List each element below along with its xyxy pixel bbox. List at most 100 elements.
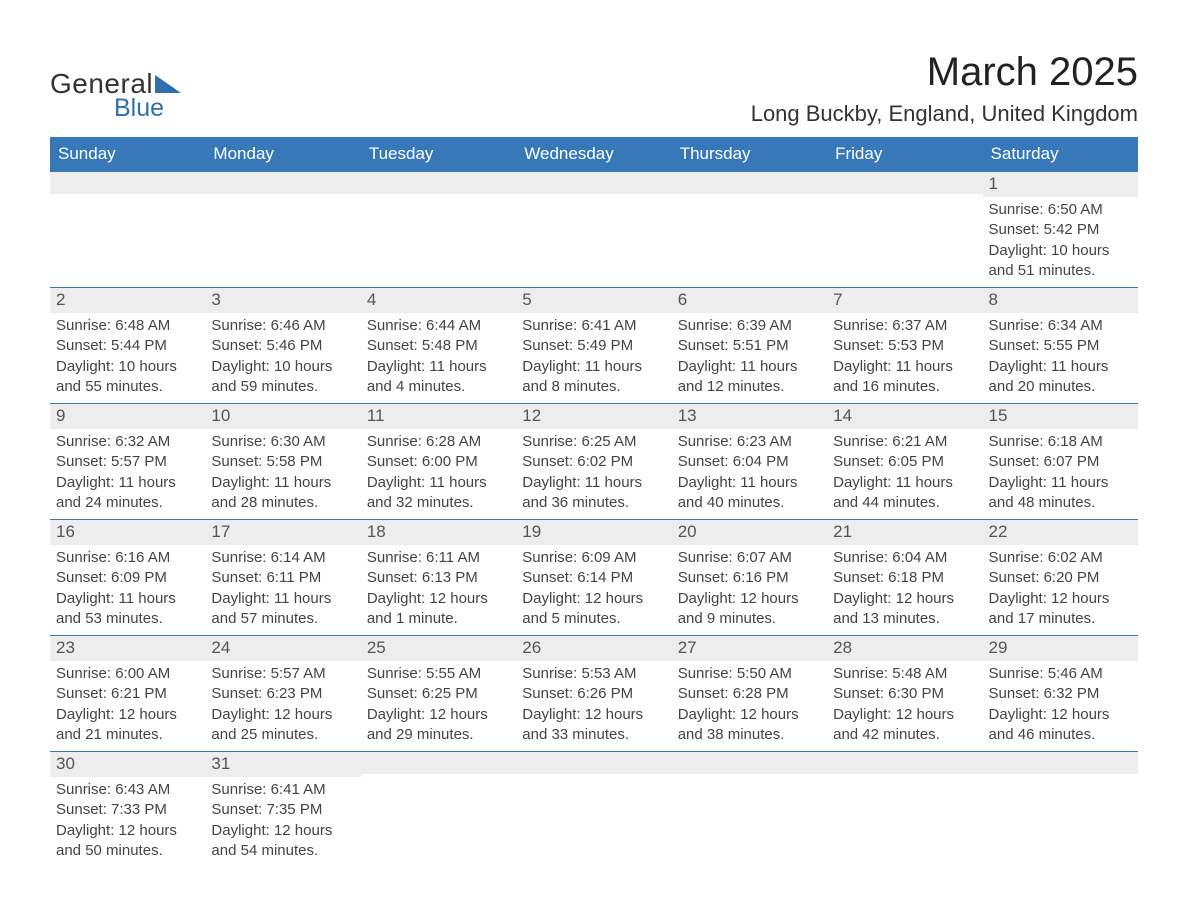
day-line: Daylight: 11 hours bbox=[989, 357, 1132, 377]
day-line: Sunset: 6:02 PM bbox=[522, 452, 665, 472]
calendar-cell: 7Sunrise: 6:37 AMSunset: 5:53 PMDaylight… bbox=[827, 288, 982, 404]
calendar-cell: 12Sunrise: 6:25 AMSunset: 6:02 PMDayligh… bbox=[516, 404, 671, 520]
day-number: 16 bbox=[50, 520, 205, 545]
weekday-header: Sunday bbox=[50, 137, 205, 172]
location-subtitle: Long Buckby, England, United Kingdom bbox=[751, 101, 1138, 127]
day-line: Sunrise: 6:07 AM bbox=[678, 548, 821, 568]
day-line: Daylight: 12 hours bbox=[833, 589, 976, 609]
day-line: Sunset: 6:09 PM bbox=[56, 568, 199, 588]
day-line: and 20 minutes. bbox=[989, 377, 1132, 397]
day-body: Sunrise: 6:00 AMSunset: 6:21 PMDaylight:… bbox=[50, 661, 205, 751]
weekday-header: Thursday bbox=[672, 137, 827, 172]
day-line: Sunrise: 6:44 AM bbox=[367, 316, 510, 336]
day-body bbox=[516, 194, 671, 266]
day-line: and 33 minutes. bbox=[522, 725, 665, 745]
day-line: Daylight: 12 hours bbox=[211, 821, 354, 841]
day-body bbox=[361, 194, 516, 266]
calendar-cell-empty bbox=[516, 172, 671, 288]
day-number: 10 bbox=[205, 404, 360, 429]
day-line: Sunset: 6:07 PM bbox=[989, 452, 1132, 472]
day-line: Sunrise: 6:50 AM bbox=[989, 200, 1132, 220]
day-number bbox=[50, 172, 205, 194]
day-number: 6 bbox=[672, 288, 827, 313]
calendar-body: 1Sunrise: 6:50 AMSunset: 5:42 PMDaylight… bbox=[50, 172, 1138, 868]
day-line: and 42 minutes. bbox=[833, 725, 976, 745]
day-line: and 17 minutes. bbox=[989, 609, 1132, 629]
day-number: 15 bbox=[983, 404, 1138, 429]
day-body: Sunrise: 6:50 AMSunset: 5:42 PMDaylight:… bbox=[983, 197, 1138, 287]
day-number bbox=[672, 172, 827, 194]
calendar-cell: 18Sunrise: 6:11 AMSunset: 6:13 PMDayligh… bbox=[361, 520, 516, 636]
calendar-cell: 13Sunrise: 6:23 AMSunset: 6:04 PMDayligh… bbox=[672, 404, 827, 520]
calendar-cell: 1Sunrise: 6:50 AMSunset: 5:42 PMDaylight… bbox=[983, 172, 1138, 288]
day-line: Sunset: 5:46 PM bbox=[211, 336, 354, 356]
day-body bbox=[827, 774, 982, 846]
day-line: Sunrise: 6:11 AM bbox=[367, 548, 510, 568]
day-number bbox=[827, 752, 982, 774]
day-line: Sunset: 6:11 PM bbox=[211, 568, 354, 588]
day-line: Daylight: 11 hours bbox=[833, 357, 976, 377]
calendar-row: 30Sunrise: 6:43 AMSunset: 7:33 PMDayligh… bbox=[50, 752, 1138, 868]
day-number bbox=[516, 172, 671, 194]
calendar-cell: 24Sunrise: 5:57 AMSunset: 6:23 PMDayligh… bbox=[205, 636, 360, 752]
day-line: Daylight: 11 hours bbox=[833, 473, 976, 493]
day-line: and 32 minutes. bbox=[367, 493, 510, 513]
day-body: Sunrise: 6:28 AMSunset: 6:00 PMDaylight:… bbox=[361, 429, 516, 519]
day-line: Daylight: 12 hours bbox=[678, 589, 821, 609]
calendar-cell: 22Sunrise: 6:02 AMSunset: 6:20 PMDayligh… bbox=[983, 520, 1138, 636]
calendar-cell: 25Sunrise: 5:55 AMSunset: 6:25 PMDayligh… bbox=[361, 636, 516, 752]
calendar-cell: 30Sunrise: 6:43 AMSunset: 7:33 PMDayligh… bbox=[50, 752, 205, 868]
day-line: Sunset: 6:14 PM bbox=[522, 568, 665, 588]
calendar-cell: 31Sunrise: 6:41 AMSunset: 7:35 PMDayligh… bbox=[205, 752, 360, 868]
day-body: Sunrise: 6:18 AMSunset: 6:07 PMDaylight:… bbox=[983, 429, 1138, 519]
day-body bbox=[827, 194, 982, 266]
brand-line2: Blue bbox=[114, 94, 164, 123]
day-body: Sunrise: 5:57 AMSunset: 6:23 PMDaylight:… bbox=[205, 661, 360, 751]
day-line: Daylight: 11 hours bbox=[211, 473, 354, 493]
day-line: Sunrise: 6:02 AM bbox=[989, 548, 1132, 568]
day-line: Sunrise: 5:53 AM bbox=[522, 664, 665, 684]
day-line: Daylight: 10 hours bbox=[56, 357, 199, 377]
day-number: 25 bbox=[361, 636, 516, 661]
day-number: 26 bbox=[516, 636, 671, 661]
day-line: and 54 minutes. bbox=[211, 841, 354, 861]
day-line: Sunrise: 6:21 AM bbox=[833, 432, 976, 452]
day-body: Sunrise: 6:44 AMSunset: 5:48 PMDaylight:… bbox=[361, 313, 516, 403]
day-line: Sunset: 6:32 PM bbox=[989, 684, 1132, 704]
day-line: and 29 minutes. bbox=[367, 725, 510, 745]
day-body: Sunrise: 6:30 AMSunset: 5:58 PMDaylight:… bbox=[205, 429, 360, 519]
day-number: 12 bbox=[516, 404, 671, 429]
day-line: Daylight: 12 hours bbox=[522, 705, 665, 725]
day-number bbox=[672, 752, 827, 774]
day-number: 13 bbox=[672, 404, 827, 429]
day-body bbox=[361, 774, 516, 846]
weekday-header: Friday bbox=[827, 137, 982, 172]
day-line: and 12 minutes. bbox=[678, 377, 821, 397]
weekday-header: Saturday bbox=[983, 137, 1138, 172]
day-line: Sunset: 6:20 PM bbox=[989, 568, 1132, 588]
day-line: Sunset: 6:28 PM bbox=[678, 684, 821, 704]
day-number bbox=[983, 752, 1138, 774]
day-line: Sunset: 5:57 PM bbox=[56, 452, 199, 472]
day-line: Daylight: 12 hours bbox=[833, 705, 976, 725]
day-line: Sunset: 6:13 PM bbox=[367, 568, 510, 588]
weekday-header: Wednesday bbox=[516, 137, 671, 172]
day-number: 23 bbox=[50, 636, 205, 661]
day-line: Sunset: 7:35 PM bbox=[211, 800, 354, 820]
day-line: and 8 minutes. bbox=[522, 377, 665, 397]
calendar-cell-empty bbox=[50, 172, 205, 288]
day-line: Sunrise: 5:48 AM bbox=[833, 664, 976, 684]
day-line: Daylight: 11 hours bbox=[56, 589, 199, 609]
day-body: Sunrise: 6:11 AMSunset: 6:13 PMDaylight:… bbox=[361, 545, 516, 635]
day-line: Sunrise: 6:28 AM bbox=[367, 432, 510, 452]
day-line: Sunset: 5:42 PM bbox=[989, 220, 1132, 240]
day-line: Sunset: 5:51 PM bbox=[678, 336, 821, 356]
day-line: Sunset: 6:21 PM bbox=[56, 684, 199, 704]
calendar-cell-empty bbox=[827, 752, 982, 868]
day-number bbox=[205, 172, 360, 194]
day-line: Sunset: 5:48 PM bbox=[367, 336, 510, 356]
day-line: Daylight: 11 hours bbox=[522, 357, 665, 377]
day-body bbox=[983, 774, 1138, 846]
day-body: Sunrise: 5:46 AMSunset: 6:32 PMDaylight:… bbox=[983, 661, 1138, 751]
day-line: Sunset: 5:53 PM bbox=[833, 336, 976, 356]
